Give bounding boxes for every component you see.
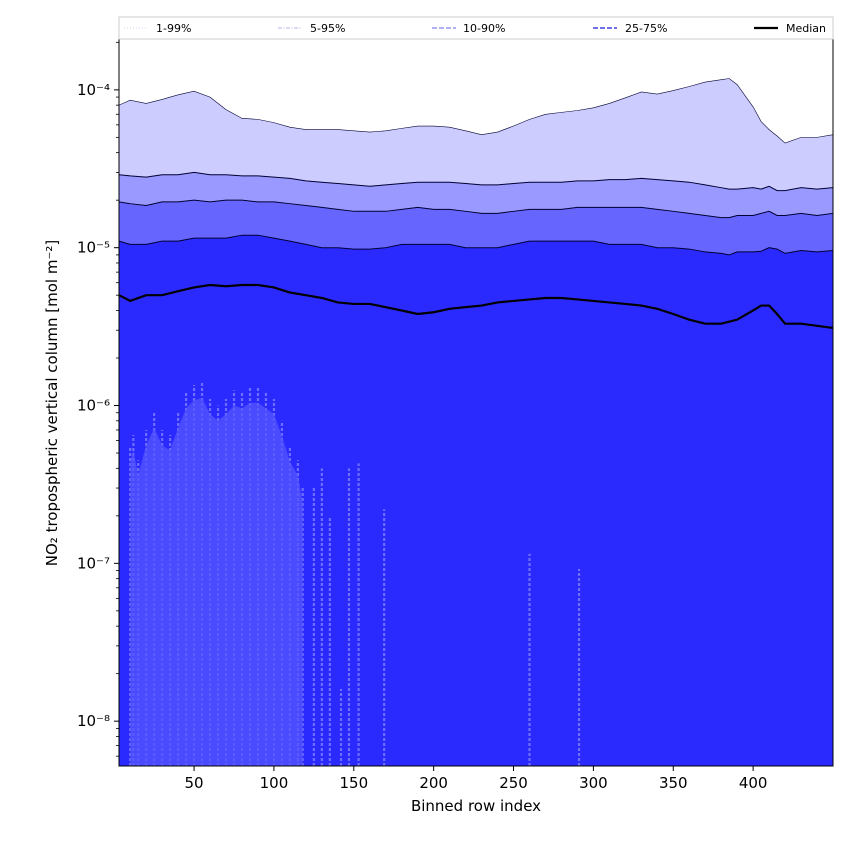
legend-box <box>118 16 834 40</box>
x-tick-label: 300 <box>579 774 608 792</box>
x-tick-label: 400 <box>739 774 768 792</box>
band-edge-lines <box>119 78 833 256</box>
x-axis-ticks: 50 100 150 200 250 300 350 400 <box>185 766 768 792</box>
legend-label: 10-90% <box>463 22 505 35</box>
y-tick-label: 10⁻⁶ <box>77 397 110 415</box>
legend-label: 25-75% <box>625 22 667 35</box>
y-tick-label: 10⁻⁸ <box>77 712 110 730</box>
x-tick-label: 250 <box>499 774 528 792</box>
x-tick-label: 50 <box>185 774 204 792</box>
band-25-75-edge <box>119 234 833 256</box>
x-axis-label: Binned row index <box>411 797 541 815</box>
legend-label: 5-95% <box>310 22 345 35</box>
x-tick-label: 350 <box>659 774 688 792</box>
y-tick-label: 10⁻⁵ <box>77 239 110 257</box>
x-tick-label: 200 <box>419 774 448 792</box>
legend-label: 1-99% <box>156 22 191 35</box>
y-tick-label: 10⁻⁷ <box>77 554 110 572</box>
low-band-fill <box>130 397 303 766</box>
low-percentile-spikes <box>129 382 581 766</box>
median-line-group <box>119 283 833 330</box>
median-line <box>119 283 833 330</box>
legend: 1-99% 5-95% 10-90% 25-75% Median <box>118 16 834 40</box>
y-tick-label: 10⁻⁴ <box>77 81 110 99</box>
band-1-99-edge <box>119 78 833 144</box>
y-axis-label: NO₂ tropospheric vertical column [mol m⁻… <box>43 240 61 566</box>
x-tick-label: 150 <box>339 774 368 792</box>
band-5-95-edge <box>119 171 833 192</box>
legend-label: Median <box>786 22 826 35</box>
x-tick-label: 100 <box>260 774 289 792</box>
band-10-90-edge <box>119 199 833 219</box>
y-axis-ticks: 10⁻⁸ 10⁻⁷ 10⁻⁶ 10⁻⁵ 10⁻⁴ <box>77 41 119 757</box>
